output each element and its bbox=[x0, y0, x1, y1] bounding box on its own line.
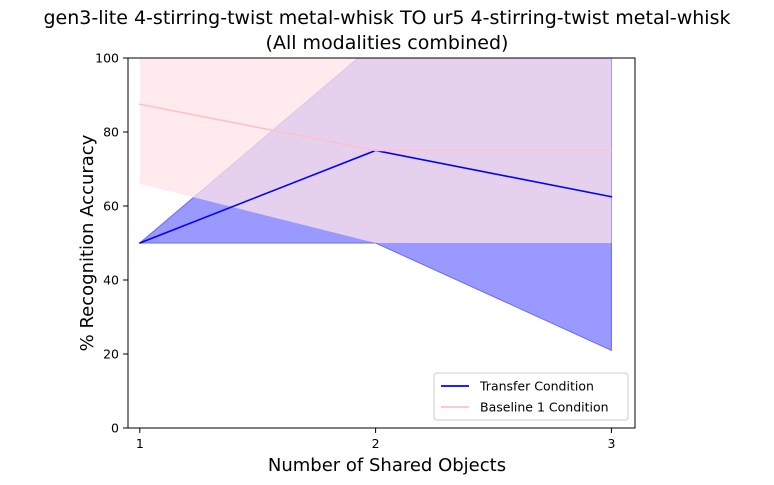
legend-box bbox=[433, 372, 629, 421]
legend: Transfer Condition Baseline 1 Condition bbox=[433, 372, 629, 421]
point-series-1-1 bbox=[138, 242, 141, 244]
legend-label-1: Transfer Condition bbox=[479, 379, 594, 394]
chart-subtitle: (All modalities combined) bbox=[266, 32, 509, 54]
y-tick-label: 60 bbox=[103, 199, 119, 214]
y-axis-label: % Recognition Accuracy bbox=[77, 134, 98, 351]
point-series-1-3 bbox=[610, 195, 613, 198]
x-axis: 1 2 3 bbox=[136, 428, 615, 451]
x-tick-label: 2 bbox=[372, 436, 380, 451]
plot-area bbox=[127, 57, 636, 429]
y-axis: 0 20 40 60 80 100 bbox=[95, 51, 128, 436]
y-tick-label: 0 bbox=[111, 421, 119, 436]
y-tick-label: 20 bbox=[103, 347, 119, 362]
x-axis-label: Number of Shared Objects bbox=[268, 455, 506, 476]
y-tick-label: 100 bbox=[95, 51, 119, 66]
chart-title: gen3-lite 4-stirring-twist metal-whisk T… bbox=[44, 7, 731, 29]
point-series-2-3 bbox=[610, 149, 613, 152]
x-tick-label: 1 bbox=[136, 436, 144, 451]
y-tick-label: 80 bbox=[103, 125, 119, 140]
point-series-2-2 bbox=[374, 149, 377, 152]
y-tick-label: 40 bbox=[103, 273, 119, 288]
plot-frame bbox=[127, 57, 636, 429]
x-tick-label: 3 bbox=[607, 436, 615, 451]
point-series-2-1 bbox=[138, 103, 141, 106]
legend-label-2: Baseline 1 Condition bbox=[480, 400, 609, 415]
